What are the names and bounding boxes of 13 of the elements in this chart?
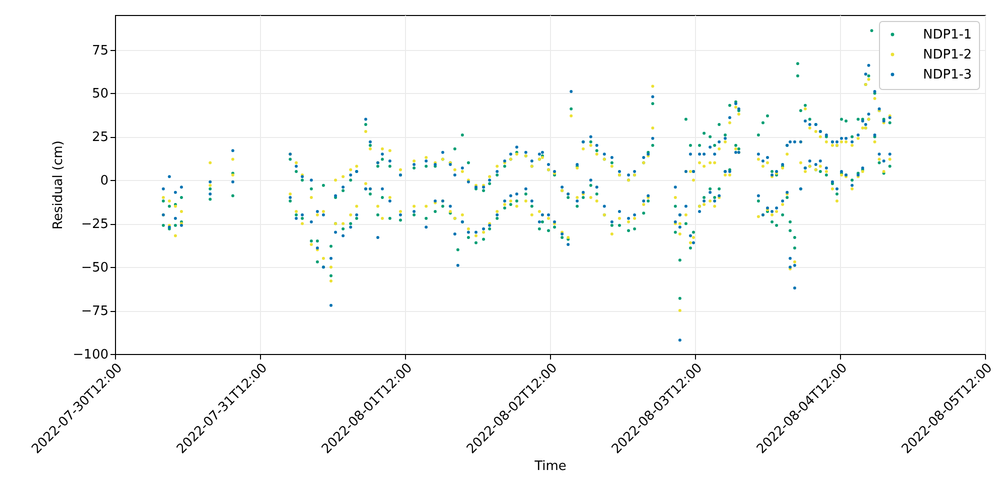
y-tick-label: −25 xyxy=(81,217,108,232)
y-tick-label: 75 xyxy=(92,43,108,58)
y-tick-label: −75 xyxy=(81,304,108,320)
x-axis-title: Time xyxy=(534,459,566,474)
y-tick-label: 0 xyxy=(100,174,108,189)
legend-label: NDP1-1 xyxy=(923,28,972,42)
y-axis-title: Residual (cm) xyxy=(50,140,66,230)
y-tick-label: 50 xyxy=(92,86,108,102)
legend-label: NDP1-3 xyxy=(923,68,972,82)
y-tick-label: −50 xyxy=(81,260,108,276)
y-tick-label: −100 xyxy=(72,348,108,362)
legend-label: NDP1-2 xyxy=(923,48,972,62)
y-tick-label: 25 xyxy=(92,130,108,146)
